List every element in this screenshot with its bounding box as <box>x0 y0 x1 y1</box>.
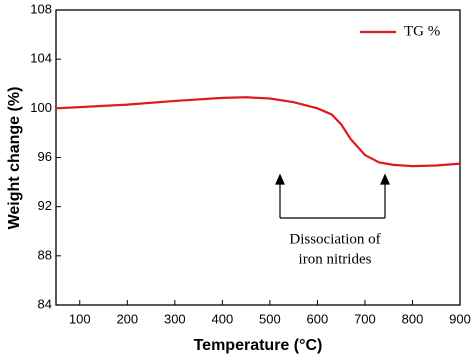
y-axis-title: Weight change (%) <box>6 87 23 230</box>
x-axis-title: Temperature (°C) <box>194 337 323 354</box>
y-tick-label: 100 <box>30 100 52 115</box>
x-tick-label: 100 <box>69 311 91 326</box>
annotation: Dissociation of <box>289 231 380 247</box>
x-tick-label: 200 <box>116 311 138 326</box>
annotation-arrows <box>275 173 390 219</box>
x-tick-label: 800 <box>402 311 424 326</box>
x-tick-label: 300 <box>164 311 186 326</box>
x-tick-label: 400 <box>212 311 234 326</box>
y-tick-label: 104 <box>30 51 52 66</box>
arrow-head <box>380 173 390 185</box>
y-tick-label: 84 <box>38 296 52 311</box>
x-tick-label: 600 <box>307 311 329 326</box>
annotation: iron nitrides <box>299 251 372 267</box>
y-tick-label: 96 <box>38 149 52 164</box>
y-tick-label: 92 <box>38 198 52 213</box>
y-tick-label: 88 <box>38 247 52 262</box>
arrow-head <box>275 173 285 185</box>
data-line <box>55 96 461 168</box>
plot-frame <box>55 9 461 306</box>
x-tick-label: 500 <box>259 311 281 326</box>
x-tick-label: 900 <box>449 311 471 326</box>
x-tick-label: 700 <box>354 311 376 326</box>
legend-label: TG % <box>404 23 440 39</box>
y-tick-label: 108 <box>30 1 52 16</box>
